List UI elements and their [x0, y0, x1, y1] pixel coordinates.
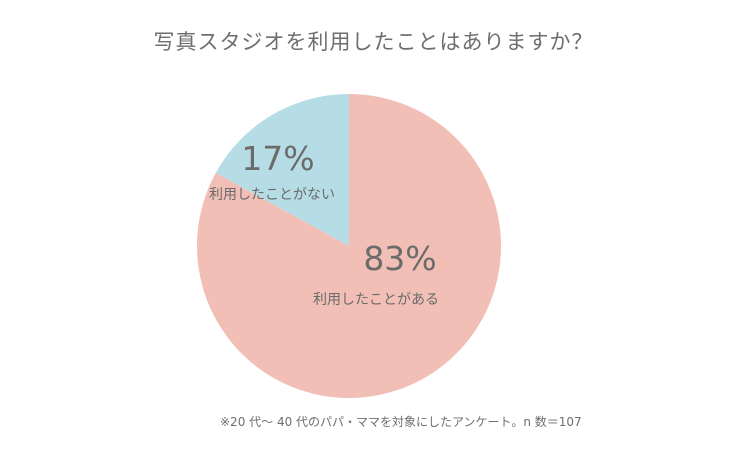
- pie-slice: [197, 94, 502, 399]
- slice-percent-label: 17%: [241, 139, 314, 178]
- pie-slice: [215, 94, 349, 246]
- chart-title: 写真スタジオを利用したことはありますか？: [153, 30, 594, 54]
- survey-note: ※20 代〜 40 代のパパ・ママを対象にしたアンケート。n 数＝107: [220, 415, 582, 429]
- slice-category-label: 利用したことがある: [313, 292, 439, 308]
- slice-category-label: 利用したことがない: [209, 187, 335, 203]
- slice-percent-label: 83%: [363, 239, 436, 278]
